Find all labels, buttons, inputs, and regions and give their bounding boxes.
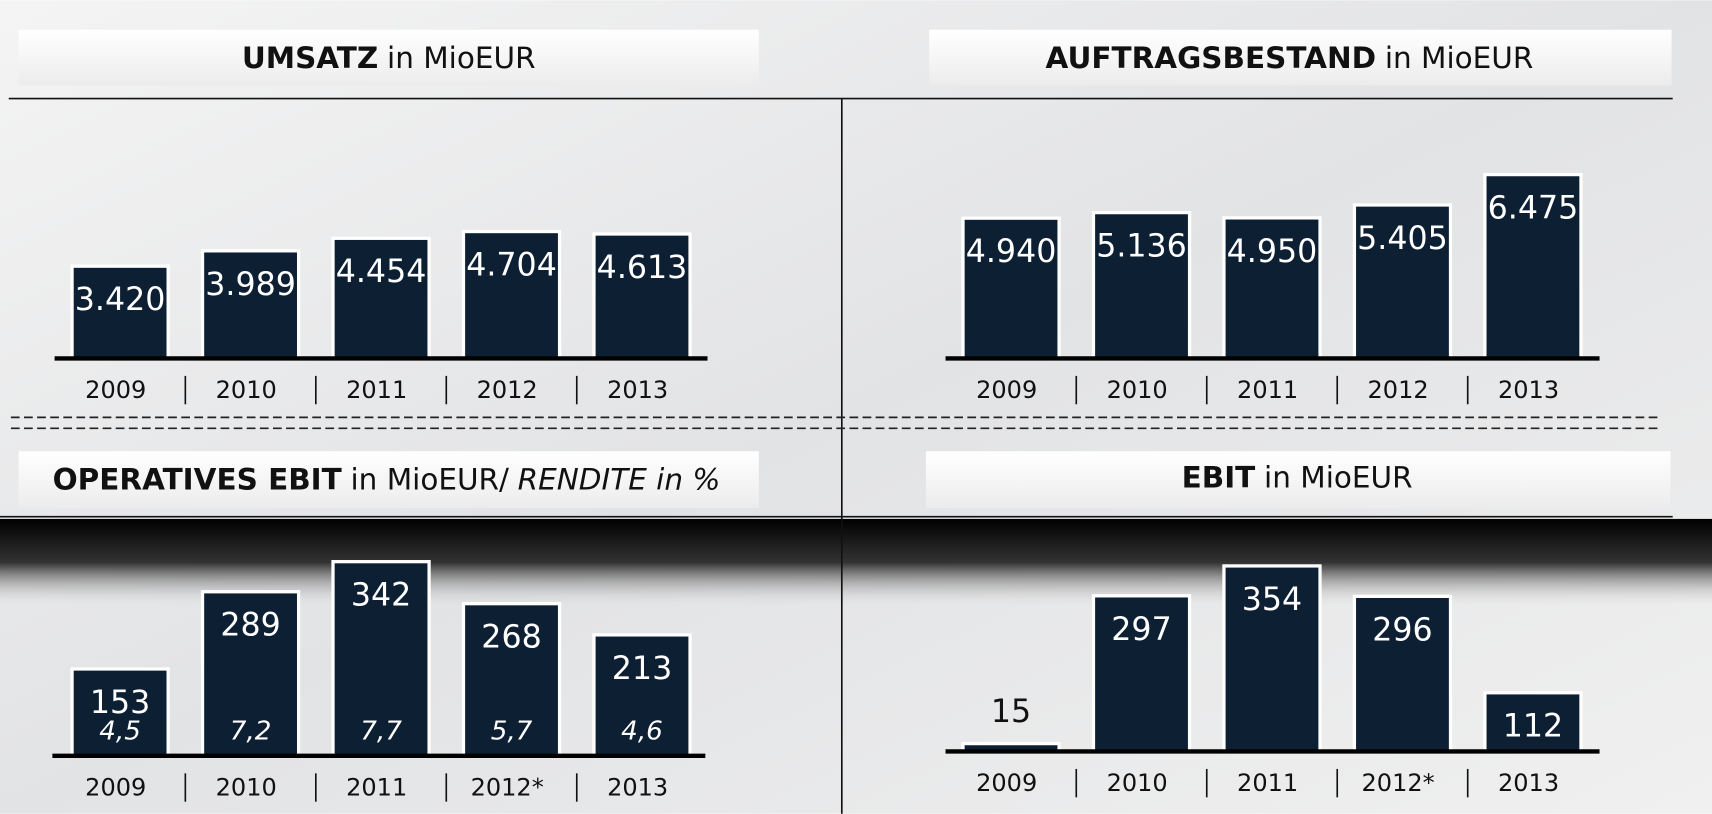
chart-title: OPERATIVES EBIT in MioEUR/RENDITE in %	[53, 462, 721, 496]
value-label: 268	[481, 620, 541, 656]
rendite-label: 5,7	[491, 716, 533, 746]
value-label: 4.940	[966, 234, 1057, 270]
value-label: 5.136	[1096, 229, 1187, 265]
x-tick-label: 2009	[85, 774, 146, 802]
x-tick-label: 2009	[85, 376, 146, 404]
bar	[200, 590, 301, 758]
value-label: 297	[1111, 612, 1171, 648]
value-label: 4.613	[597, 250, 688, 286]
value-label: 4.704	[466, 247, 557, 283]
x-tick-label: 2013	[1498, 376, 1559, 404]
x-tick-label: 2012	[1368, 376, 1429, 404]
rendite-label: 4,6	[621, 716, 663, 746]
x-tick-label: 2012	[477, 376, 538, 404]
x-tick-label: 2009	[976, 376, 1037, 404]
title-part: in MioEUR	[1385, 41, 1534, 75]
bar	[961, 216, 1061, 361]
rendite-label: 7,7	[360, 716, 402, 746]
title-part: in MioEUR/	[350, 462, 509, 496]
chart-title: EBIT in MioEUR	[1182, 460, 1413, 494]
title-part: UMSATZ	[242, 41, 378, 75]
title-box	[18, 29, 759, 86]
bar	[461, 229, 562, 361]
bar	[592, 633, 692, 758]
value-label: 4.950	[1227, 234, 1318, 270]
title-part: OPERATIVES EBIT	[53, 462, 342, 496]
title-part: EBIT	[1182, 460, 1256, 494]
x-tick-label: 2012*	[471, 774, 544, 802]
bar	[1352, 594, 1453, 754]
value-label: 4.454	[336, 254, 427, 290]
value-label: 6.475	[1488, 191, 1579, 227]
chart-title: AUFTRAGSBESTAND in MioEUR	[1046, 41, 1534, 75]
value-label: 15	[991, 694, 1031, 730]
bar	[1222, 216, 1322, 361]
title-box	[18, 451, 759, 508]
value-label: 5.405	[1357, 221, 1448, 257]
x-tick-label: 2011	[1237, 376, 1298, 404]
value-label: 3.420	[75, 282, 166, 318]
title-box	[925, 451, 1671, 508]
bar	[1483, 172, 1583, 361]
x-tick-label: 2010	[1107, 769, 1168, 797]
x-tick-label: 2011	[346, 774, 407, 802]
x-tick-label: 2012*	[1362, 769, 1435, 797]
x-tick-label: 2011	[1237, 769, 1298, 797]
x-tick-label: 2013	[607, 774, 668, 802]
bar	[70, 264, 170, 361]
bar	[1352, 203, 1453, 361]
bar	[461, 602, 562, 758]
bar	[70, 667, 170, 758]
title-part: in MioEUR	[1264, 460, 1413, 494]
x-tick-label: 2010	[1107, 376, 1168, 404]
rendite-label: 4,5	[99, 716, 141, 746]
chart-title: UMSATZ in MioEUR	[242, 41, 536, 75]
title-part: RENDITE in %	[518, 462, 721, 496]
x-tick-label: 2013	[1498, 769, 1559, 797]
value-label: 112	[1503, 709, 1563, 745]
title-part: in MioEUR	[387, 41, 536, 75]
value-label: 342	[351, 578, 411, 614]
bar	[1091, 594, 1192, 754]
value-label: 354	[1242, 582, 1302, 618]
title-box	[929, 29, 1672, 86]
title-part: AUFTRAGSBESTAND	[1046, 41, 1377, 75]
x-tick-label: 2011	[346, 376, 407, 404]
value-label: 296	[1372, 612, 1432, 648]
rendite-label: 7,2	[230, 716, 272, 746]
x-tick-label: 2009	[976, 769, 1037, 797]
bar	[331, 560, 431, 758]
value-label: 3.989	[205, 267, 296, 303]
x-tick-label: 2010	[216, 774, 277, 802]
value-label: 289	[220, 608, 280, 644]
bar	[592, 232, 692, 361]
x-tick-label: 2010	[216, 376, 277, 404]
value-label: 153	[90, 685, 150, 721]
x-tick-label: 2013	[607, 376, 668, 404]
value-label: 213	[612, 651, 672, 687]
